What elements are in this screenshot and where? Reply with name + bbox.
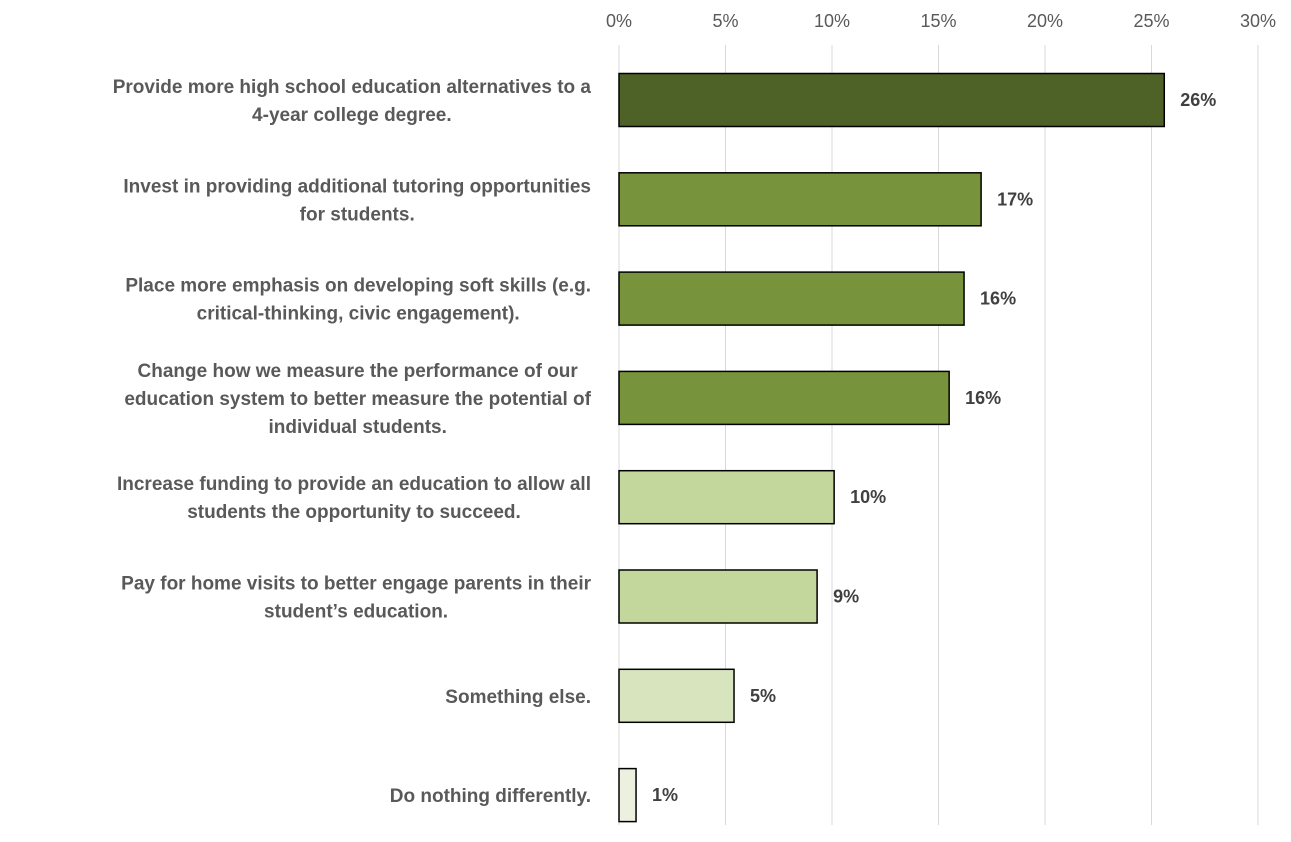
category-label-line: Invest in providing additional tutoring … [123, 176, 591, 197]
category-label-line: for students. [300, 204, 415, 225]
category-label: Pay for home visits to better engage par… [121, 574, 591, 623]
x-tick-label: 15% [920, 11, 956, 31]
bar [618, 469, 835, 525]
bar [618, 668, 735, 724]
bar [618, 172, 982, 227]
data-label: 1% [652, 785, 678, 805]
data-label: 26% [1180, 90, 1216, 110]
category-label: Increase funding to provide an education… [117, 474, 591, 523]
category-label-line: Change how we measure the performance of… [138, 361, 579, 382]
data-label: 16% [965, 388, 1001, 408]
data-labels: 26% 17% 16% 16% 10% 9% 5% 1% [652, 90, 1216, 805]
x-tick-label: 0% [606, 11, 632, 31]
category-label: Invest in providing additional tutoring … [123, 176, 591, 225]
category-label-line: Do nothing differently. [390, 786, 591, 807]
category-label-line: Pay for home visits to better engage par… [121, 574, 591, 595]
x-tick-label: 5% [712, 11, 738, 31]
category-label-line: education system to better measure the p… [124, 389, 591, 410]
x-tick-label: 20% [1027, 11, 1063, 31]
category-label-line: Something else. [445, 687, 591, 708]
x-axis-tick-labels: 0% 5% 10% 15% 20% 25% 30% [606, 11, 1276, 31]
category-label: Change how we measure the performance of… [124, 361, 591, 438]
bar [618, 767, 637, 823]
category-label-line: Increase funding to provide an education… [117, 474, 591, 495]
x-tick-label: 10% [814, 11, 850, 31]
category-label-line: 4-year college degree. [252, 105, 452, 126]
bar [618, 72, 1166, 128]
category-label-line: Place more emphasis on developing soft s… [125, 276, 591, 297]
data-label: 16% [980, 289, 1016, 309]
bar [618, 569, 818, 624]
data-label: 17% [997, 189, 1033, 209]
x-tick-label: 30% [1240, 11, 1276, 31]
category-label: Something else. [445, 687, 591, 708]
category-label-line: students the opportunity to succeed. [187, 502, 521, 523]
bar [618, 370, 950, 426]
category-label-line: individual students. [268, 417, 446, 438]
category-labels: Provide more high school education alter… [113, 77, 592, 807]
bar [618, 271, 965, 326]
category-label: Provide more high school education alter… [113, 77, 592, 126]
category-label: Place more emphasis on developing soft s… [125, 276, 591, 325]
category-label: Do nothing differently. [390, 786, 591, 807]
category-label-line: Provide more high school education alter… [113, 77, 592, 98]
category-label-line: critical-thinking, civic engagement). [197, 304, 520, 325]
data-label: 9% [833, 587, 859, 607]
data-label: 10% [850, 487, 886, 507]
category-label-line: student’s education. [264, 602, 448, 623]
bars [618, 72, 1166, 823]
data-label: 5% [750, 686, 776, 706]
x-tick-label: 25% [1133, 11, 1169, 31]
